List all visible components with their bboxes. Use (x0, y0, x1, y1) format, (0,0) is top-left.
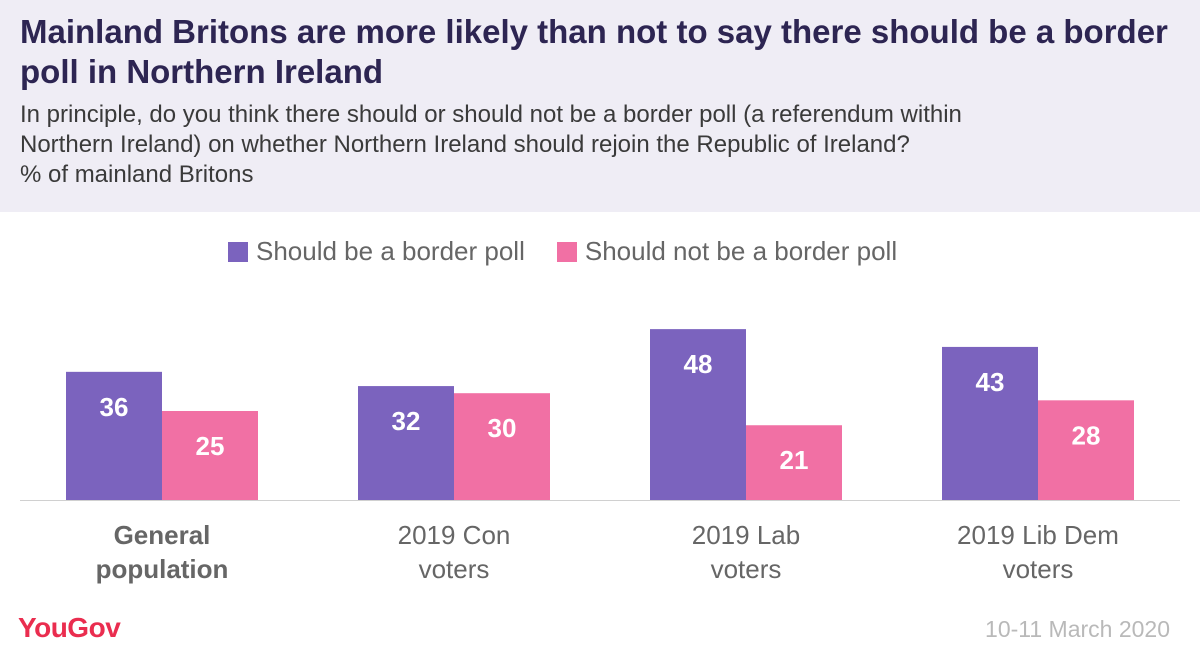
subtitle-line-1: In principle, do you think there should … (20, 101, 962, 128)
bar-should-not-be-2 (746, 425, 842, 500)
bar-should-not-be-1 (454, 393, 550, 500)
legend-label-should-be: Should be a border poll (256, 236, 525, 266)
legend-swatch-should-be (228, 241, 248, 262)
category-label: population (96, 554, 229, 584)
bar-value-label: 36 (100, 392, 129, 422)
subtitle-line-2: Northern Ireland) on whether Northern Ir… (20, 131, 910, 158)
chart-subtitle: In principle, do you think there should … (20, 100, 1180, 190)
category-label: 2019 Lib Dem (957, 520, 1119, 550)
legend-item-should-not-be: Should not be a border poll (556, 236, 898, 267)
bar-value-label: 28 (1072, 420, 1101, 450)
bar-value-label: 32 (392, 406, 421, 436)
category-label: voters (419, 554, 490, 584)
subtitle-line-3: % of mainland Britons (20, 161, 254, 188)
bar-should-be-3 (942, 346, 1038, 500)
bar-value-label: 25 (196, 431, 225, 461)
chart-title: Mainland Britons are more likely than no… (20, 13, 1168, 90)
legend-swatch-should-not-be (556, 241, 577, 262)
category-label: voters (1003, 554, 1074, 584)
bar-value-label: 43 (976, 367, 1005, 397)
yougov-logo: YouGov (18, 612, 121, 643)
bar-should-not-be-0 (162, 411, 258, 500)
category-label: 2019 Con (398, 520, 511, 550)
legend-item-should-be: Should be a border poll (228, 236, 525, 267)
header-panel: Mainland Britons are more likely than no… (0, 0, 1200, 212)
category-label: 2019 Lab (692, 520, 800, 550)
bar-should-be-0 (66, 371, 162, 500)
category-label: voters (711, 554, 782, 584)
chart-legend: Should be a border poll Should not be a … (228, 236, 929, 267)
fieldwork-date: 10-11 March 2020 (985, 616, 1170, 642)
bar-value-label: 48 (684, 349, 713, 379)
bar-should-be-1 (358, 386, 454, 500)
bar-should-be-2 (650, 329, 746, 500)
legend-label-should-not-be: Should not be a border poll (584, 236, 898, 266)
bar-value-label: 30 (488, 413, 517, 443)
bar-should-not-be-3 (1038, 400, 1134, 500)
bar-value-label: 21 (780, 445, 809, 475)
category-label: General (114, 520, 211, 550)
